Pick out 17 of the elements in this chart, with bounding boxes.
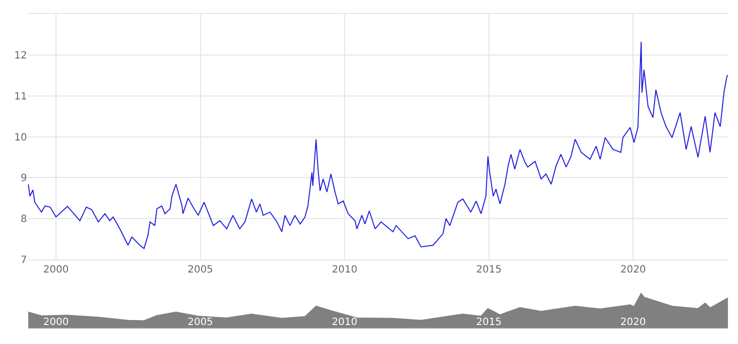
x-tick-label: 2010 (332, 264, 358, 276)
x-tick-label: 2015 (476, 264, 502, 276)
x-tick-label: 2010 (332, 317, 358, 328)
y-tick-label: 8 (20, 214, 27, 226)
y-tick-label: 10 (14, 132, 27, 144)
x-tick-label: 2000 (43, 317, 69, 328)
x-tick-label: 2000 (43, 264, 69, 276)
y-tick-label: 12 (14, 50, 27, 62)
y-tick-label: 11 (14, 91, 27, 102)
line-series (28, 41, 728, 249)
x-tick-label: 2015 (476, 317, 502, 328)
x-tick-label: 2020 (620, 264, 646, 276)
y-tick-label: 7 (20, 255, 27, 266)
x-tick-label: 2005 (188, 264, 214, 276)
y-tick-label: 9 (20, 173, 27, 184)
x-tick-label: 2005 (188, 317, 214, 328)
x-tick-label: 2020 (620, 317, 646, 328)
